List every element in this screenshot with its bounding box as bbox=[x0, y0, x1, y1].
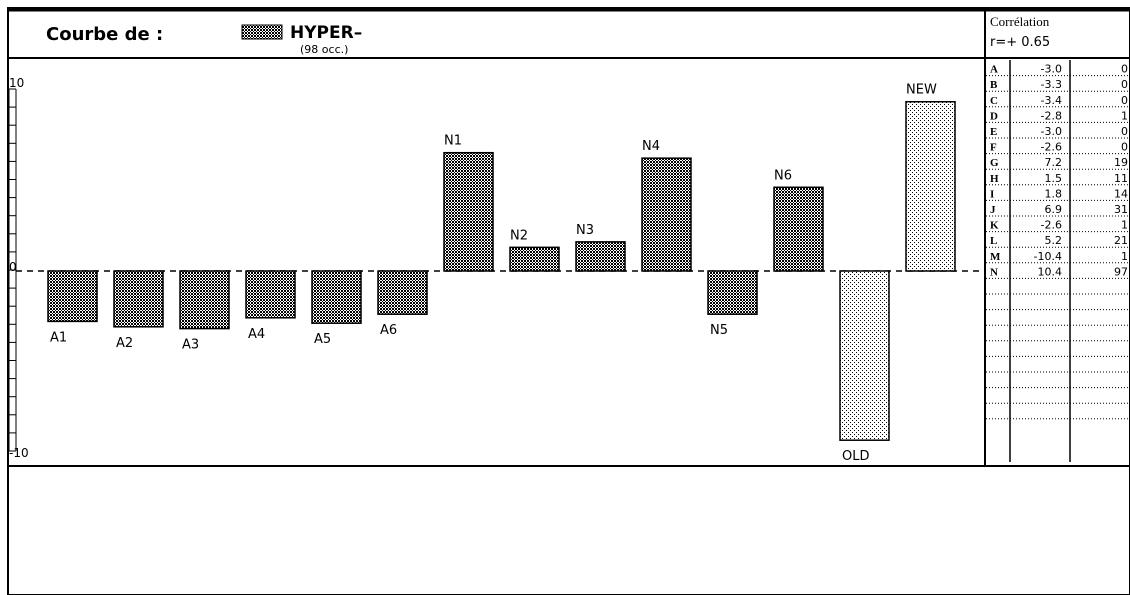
side-table: A -3.0 0 B -3.3 0 C -3.4 0 D -2.8 1 E -3.0 0 F -2.6 0 G 7.2… bbox=[986, 60, 1130, 462]
table-value: -2.6 bbox=[1041, 141, 1062, 154]
chart-header: Courbe de : HYPER– (98 occ.) bbox=[46, 23, 362, 56]
bar-label: A1 bbox=[50, 330, 67, 345]
table-count: 0 bbox=[1121, 125, 1128, 138]
y-axis: 10 0 -10 bbox=[8, 76, 29, 460]
table-count: 21 bbox=[1114, 234, 1128, 247]
table-count: 0 bbox=[1121, 141, 1128, 154]
table-letter: L bbox=[990, 235, 997, 247]
legend-term: HYPER– bbox=[290, 23, 362, 43]
bar-n5 bbox=[707, 270, 758, 315]
table-count: 0 bbox=[1121, 78, 1128, 91]
table-letter: N bbox=[990, 266, 998, 278]
bar-a5 bbox=[311, 270, 362, 324]
table-value: 1.5 bbox=[1045, 172, 1063, 185]
table-count: 97 bbox=[1114, 265, 1128, 278]
table-value: -2.6 bbox=[1041, 219, 1062, 232]
correlation-title: Corrélation bbox=[990, 14, 1050, 29]
legend-swatch bbox=[241, 24, 283, 40]
bar-label: A3 bbox=[182, 338, 199, 353]
table-value: -10.4 bbox=[1034, 250, 1062, 263]
bar-label: A6 bbox=[380, 323, 397, 338]
window-border bbox=[7, 7, 1130, 595]
table-value: -3.0 bbox=[1041, 63, 1062, 76]
table-value: -2.8 bbox=[1041, 109, 1062, 122]
bar-a4 bbox=[245, 270, 296, 319]
bar-a2 bbox=[113, 270, 164, 328]
bar-label: A4 bbox=[248, 327, 265, 342]
table-letter: A bbox=[990, 64, 998, 76]
table-count: 0 bbox=[1121, 63, 1128, 76]
bar-label: N2 bbox=[510, 228, 528, 243]
table-value: -3.0 bbox=[1041, 125, 1062, 138]
table-letter: H bbox=[990, 173, 999, 185]
table-letter: D bbox=[990, 110, 998, 122]
bar-new bbox=[905, 100, 956, 272]
table-letter: M bbox=[990, 251, 1001, 263]
table-count: 1 bbox=[1121, 250, 1128, 263]
y-tick-label: -10 bbox=[9, 446, 29, 460]
bar-a6 bbox=[377, 270, 428, 315]
table-letter: E bbox=[990, 126, 997, 138]
bar-label: NEW bbox=[906, 83, 937, 98]
table-count: 19 bbox=[1114, 156, 1128, 169]
plot-area: 10 0 -10 A1 A2 A3 A4 A5 A6 N1 N2 N3 N4 N5 N6 OLD NEW bbox=[8, 76, 985, 464]
bar-n1 bbox=[443, 151, 494, 272]
table-letter: G bbox=[990, 157, 999, 169]
bar-label: N1 bbox=[444, 134, 462, 149]
bar-label: N3 bbox=[576, 223, 594, 238]
legend-occurrences: (98 occ.) bbox=[300, 43, 348, 56]
table-count: 1 bbox=[1121, 219, 1128, 232]
table-count: 31 bbox=[1114, 203, 1128, 216]
table-value: -3.4 bbox=[1041, 94, 1062, 107]
bar-a1 bbox=[47, 270, 98, 323]
bar-label: N5 bbox=[710, 323, 728, 338]
bar-n4 bbox=[641, 157, 692, 272]
bar-label: OLD bbox=[842, 449, 870, 464]
table-count: 0 bbox=[1121, 94, 1128, 107]
table-letter: I bbox=[990, 188, 994, 200]
table-count: 1 bbox=[1121, 109, 1128, 122]
bar-n6 bbox=[773, 186, 824, 272]
header-prefix: Courbe de : bbox=[46, 24, 163, 45]
bar-n3 bbox=[575, 241, 626, 272]
table-letter: K bbox=[990, 220, 999, 232]
bar-label: N4 bbox=[642, 139, 660, 154]
table-value: 6.9 bbox=[1045, 203, 1063, 216]
y-tick-label: 0 bbox=[9, 260, 17, 274]
table-letter: B bbox=[990, 79, 998, 91]
table-count: 11 bbox=[1114, 172, 1128, 185]
table-value: 7.2 bbox=[1045, 156, 1063, 169]
bar-n2 bbox=[509, 246, 560, 272]
table-letter: F bbox=[990, 142, 997, 154]
y-tick-label: 10 bbox=[9, 76, 24, 90]
bar-label: N6 bbox=[774, 168, 792, 183]
table-value: -3.3 bbox=[1041, 78, 1062, 91]
table-letter: J bbox=[990, 204, 996, 216]
correlation-box: Corrélation r=+ 0.65 bbox=[990, 14, 1050, 50]
bar-a3 bbox=[179, 270, 230, 330]
table-value: 5.2 bbox=[1045, 234, 1063, 247]
table-count: 14 bbox=[1114, 187, 1128, 200]
table-value: 1.8 bbox=[1045, 187, 1063, 200]
table-value: 10.4 bbox=[1038, 265, 1063, 278]
bar-label: A2 bbox=[116, 336, 133, 351]
correlation-value: r=+ 0.65 bbox=[990, 35, 1050, 50]
bar-old bbox=[839, 270, 890, 441]
bar-label: A5 bbox=[314, 332, 331, 347]
table-letter: C bbox=[990, 95, 998, 107]
